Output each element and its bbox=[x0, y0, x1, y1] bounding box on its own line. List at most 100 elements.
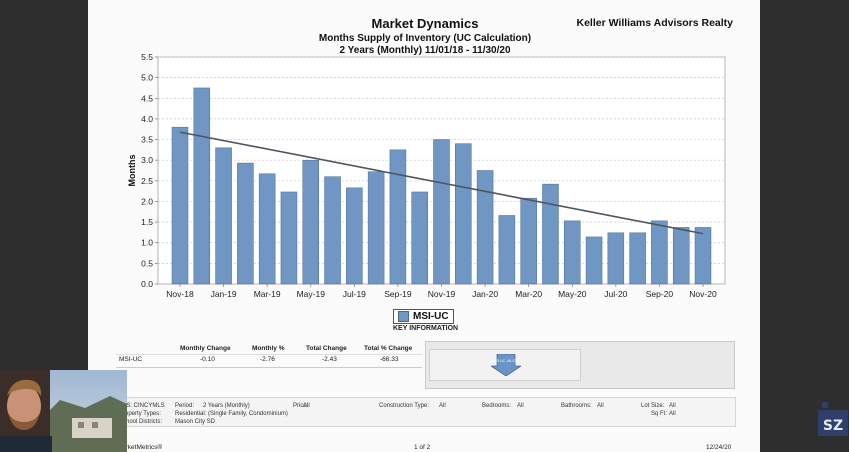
bar-jul-19 bbox=[346, 187, 363, 285]
bar-sep-19 bbox=[389, 149, 407, 285]
bar-mar-19 bbox=[258, 173, 276, 285]
stats-total-change: -2.43 bbox=[322, 356, 337, 363]
bar-apr-19 bbox=[280, 191, 298, 285]
stats-header-monthly-percent: Monthly % bbox=[252, 345, 285, 352]
stats-monthly-change: -0.10 bbox=[200, 356, 215, 363]
criteria-bathrooms-value: All bbox=[597, 403, 604, 409]
criteria-bedrooms-value: All bbox=[517, 403, 524, 409]
bar-oct-19 bbox=[411, 191, 428, 285]
criteria-construction-label: Construction Type: bbox=[379, 403, 429, 409]
footer-page-number: 1 of 2 bbox=[414, 444, 431, 451]
bar-feb-19 bbox=[237, 162, 254, 285]
y-tick-label: 3.5 bbox=[141, 135, 153, 145]
report-title: Market Dynamics bbox=[371, 16, 479, 31]
y-tick-label: 1.5 bbox=[141, 217, 153, 227]
svg-text:SZ: SZ bbox=[823, 418, 843, 434]
criteria-price-value: All bbox=[303, 403, 310, 409]
footer-date: 12/24/20 bbox=[706, 444, 732, 451]
x-tick-label: May-20 bbox=[558, 289, 587, 299]
y-tick-label: 0.0 bbox=[141, 279, 153, 289]
stats-monthly-percent: -2.76 bbox=[260, 356, 275, 363]
criteria-property-types-label: roperty Types: bbox=[123, 411, 161, 417]
channel-logo-icon: SZ bbox=[818, 402, 848, 436]
criteria-bathrooms-label: Bathrooms: bbox=[561, 403, 592, 409]
y-tick-label: 2.5 bbox=[141, 176, 153, 186]
report-period: 2 Years (Monthly) 11/01/18 - 11/30/20 bbox=[339, 45, 511, 56]
criteria-school-districts-value: Mason City SD bbox=[175, 419, 216, 425]
webcam-feed bbox=[0, 370, 127, 452]
criteria-lotsize-value: All bbox=[669, 403, 676, 409]
criteria-period-value: 2 Years (Monthly) bbox=[203, 403, 250, 409]
stats-table: Monthly Change Monthly % Total Change To… bbox=[116, 342, 422, 388]
y-tick-label: 2.0 bbox=[141, 196, 153, 206]
trend-line bbox=[179, 131, 704, 235]
bar-nov-19 bbox=[433, 139, 450, 285]
criteria-school-districts-label: chool Districts: bbox=[123, 419, 163, 425]
criteria-period-label: Period: bbox=[175, 403, 195, 409]
x-tick-label: Mar-19 bbox=[254, 289, 281, 299]
down-arrow-icon bbox=[491, 354, 521, 376]
key-information-caption: KEY INFORMATION bbox=[393, 325, 459, 332]
bar-nov-20 bbox=[694, 227, 712, 285]
criteria-mls: LS: CINCYMLS bbox=[123, 403, 165, 409]
report-subtitle: Months Supply of Inventory (UC Calculati… bbox=[318, 33, 532, 44]
x-tick-label: May-19 bbox=[297, 289, 326, 299]
bar-jun-19 bbox=[324, 176, 341, 285]
legend-label: MSI-UC bbox=[413, 311, 449, 322]
bar-oct-20 bbox=[672, 227, 690, 285]
stats-row-label: MSI-UC bbox=[119, 356, 143, 363]
x-tick-label: Jan-19 bbox=[211, 289, 237, 299]
bar-jan-20 bbox=[476, 170, 494, 285]
webcam-overlay bbox=[0, 370, 127, 452]
x-tick-label: Sep-20 bbox=[646, 289, 674, 299]
x-tick-label: Jul-19 bbox=[343, 289, 366, 299]
x-tick-label: Jan-20 bbox=[472, 289, 498, 299]
stats-divider bbox=[116, 354, 422, 355]
arrow-label: MSI-UC -66.33% bbox=[492, 359, 520, 363]
criteria-sqft-label: Sq Ft: bbox=[651, 411, 668, 417]
y-axis-label: Months bbox=[127, 155, 137, 187]
bar-dec-18 bbox=[193, 87, 211, 285]
y-tick-label: 4.0 bbox=[141, 114, 153, 124]
bar-jun-20 bbox=[585, 236, 603, 285]
x-tick-label: Jul-20 bbox=[604, 289, 627, 299]
y-tick-label: 4.5 bbox=[141, 93, 153, 103]
bar-sep-20 bbox=[651, 220, 668, 285]
bar-aug-19 bbox=[367, 171, 385, 285]
y-tick-label: 1.0 bbox=[141, 238, 153, 248]
bar-mar-20 bbox=[520, 197, 537, 285]
x-tick-label: Nov-19 bbox=[428, 289, 456, 299]
bar-nov-18 bbox=[171, 126, 189, 285]
criteria-property-types-value: Residential: (Single Family, Condominium… bbox=[175, 411, 288, 417]
stats-header-monthly-change: Monthly Change bbox=[180, 345, 231, 352]
legend-swatch bbox=[398, 311, 409, 322]
y-tick-label: 5.0 bbox=[141, 73, 153, 83]
bar-jul-20 bbox=[607, 232, 625, 285]
criteria-price-label: Price: bbox=[293, 403, 309, 409]
criteria-sqft-value: All bbox=[669, 411, 676, 417]
bar-may-19 bbox=[302, 159, 319, 285]
y-tick-label: 3.0 bbox=[141, 155, 153, 165]
change-indicator-box: MSI-UC -66.33% bbox=[429, 349, 581, 381]
footer-brand: arketMetrics® bbox=[122, 444, 163, 451]
x-tick-label: Sep-19 bbox=[384, 289, 412, 299]
bar-feb-20 bbox=[498, 215, 516, 285]
criteria-lotsize-label: Lot Size: bbox=[641, 403, 665, 409]
search-criteria: LS: CINCYMLS Period: 2 Years (Monthly) P… bbox=[116, 397, 736, 427]
legend: MSI-UC bbox=[393, 309, 454, 324]
brand-name: Keller Williams Advisors Realty bbox=[576, 17, 734, 29]
criteria-bedrooms-label: Bedrooms: bbox=[482, 403, 512, 409]
stats-header-total-change: Total Change bbox=[306, 345, 347, 352]
x-tick-label: Mar-20 bbox=[515, 289, 542, 299]
bar-apr-20 bbox=[542, 183, 559, 285]
criteria-construction-value: All bbox=[439, 403, 446, 409]
bar-jan-19 bbox=[215, 147, 232, 285]
stats-header-total-percent-change: Total % Change bbox=[364, 345, 413, 352]
stats-divider bbox=[116, 367, 422, 368]
x-tick-label: Nov-18 bbox=[166, 289, 194, 299]
stats-total-percent-change: -66.33 bbox=[380, 356, 399, 363]
x-tick-label: Nov-20 bbox=[689, 289, 717, 299]
bar-dec-19 bbox=[455, 143, 472, 285]
bar-may-20 bbox=[564, 220, 581, 285]
